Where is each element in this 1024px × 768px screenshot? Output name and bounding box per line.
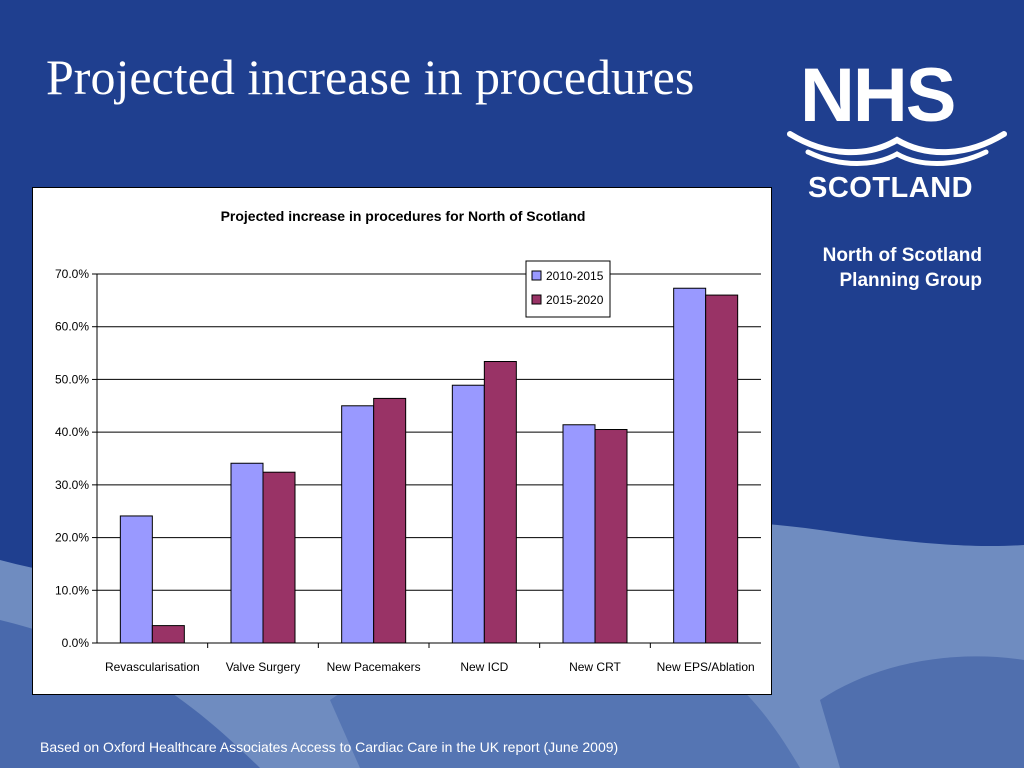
bar-1 [341,405,375,644]
x-tick-label: Revascularisation [105,660,200,674]
bar-1 [562,424,596,644]
y-tick-label: 70.0% [55,267,89,281]
bar-1 [119,515,153,644]
bar-2 [373,397,407,644]
bar-2 [262,471,296,644]
x-tick-label: Valve Surgery [226,660,300,674]
group-name-line-2: Planning Group [839,270,983,291]
bar-1 [673,287,707,644]
logo-swoosh-icon [787,131,1007,166]
legend-label-2: 2015-2020 [546,293,604,307]
slide-title: Projected increase in procedures [46,49,695,105]
chart-panel: Projected increase in procedures for Nor… [32,187,772,695]
legend-label-1: 2010-2015 [546,269,604,283]
source-footnote: Based on Oxford Healthcare Associates Ac… [40,739,619,755]
y-tick-label: 40.0% [55,425,89,439]
bar-2 [483,361,517,644]
chart-title: Projected increase in procedures for Nor… [221,208,586,224]
y-tick-label: 20.0% [55,531,89,545]
legend-swatch-2 [531,294,542,305]
nhs-scotland-logo: NHS SCOTLAND [786,58,1008,208]
planning-group-name: North of Scotland Planning Group [823,243,982,293]
bar-2 [705,294,739,644]
legend-box [525,260,611,318]
x-tick-label: New CRT [569,660,621,674]
bar-2 [151,625,185,644]
y-tick-label: 10.0% [55,583,89,597]
x-tick-label: New ICD [460,660,508,674]
bar-2 [594,429,628,644]
x-tick-label: New Pacemakers [327,660,421,674]
logo-scotland-text: SCOTLAND [808,172,974,204]
x-tick-label: New EPS/Ablation [657,660,755,674]
y-tick-label: 30.0% [55,478,89,492]
bar-1 [230,462,264,644]
logo-nhs-text: NHS [800,53,956,138]
y-tick-label: 50.0% [55,372,89,386]
legend-swatch-1 [531,270,542,281]
bar-chart: Projected increase in procedures for Nor… [55,208,761,674]
y-tick-label: 0.0% [62,636,90,650]
group-name-line-1: North of Scotland [822,245,982,266]
bar-1 [451,384,485,644]
y-tick-label: 60.0% [55,320,89,334]
